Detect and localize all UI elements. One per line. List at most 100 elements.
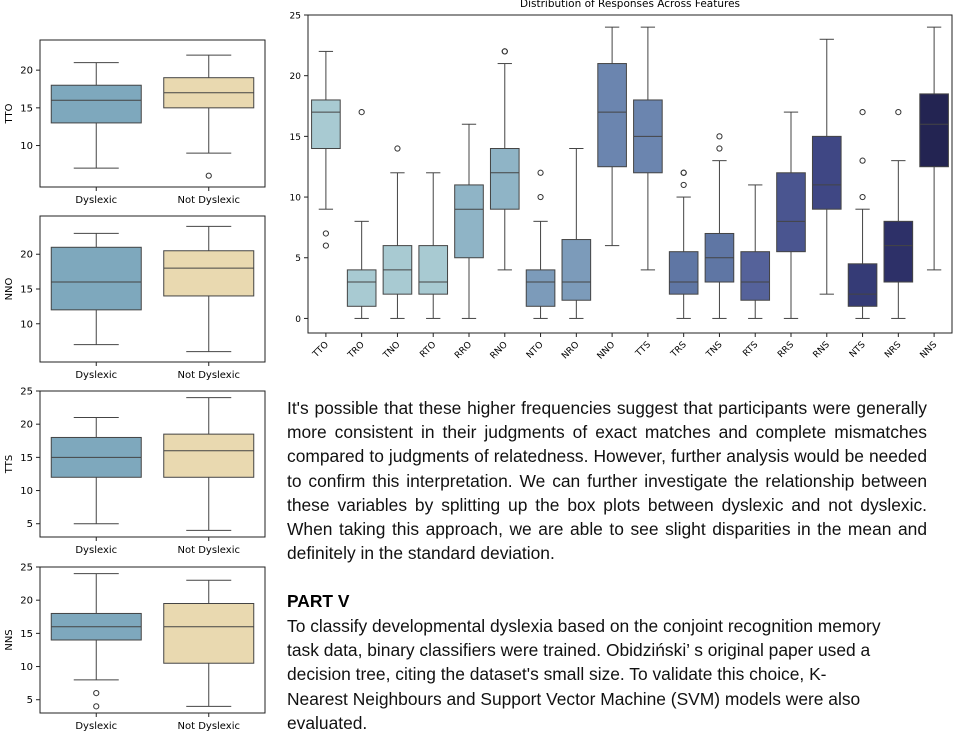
outlier-point: [322, 230, 329, 237]
box-rto: [418, 172, 449, 319]
x-tick-label: RTO: [418, 340, 438, 360]
x-tick-label: NNO: [596, 340, 618, 362]
x-tick-label: Dyslexic: [75, 545, 117, 556]
plot-frame: [39, 566, 266, 714]
chart-title: Distribution of Responses Across Feature…: [520, 0, 740, 10]
box-dyslexic: [50, 573, 142, 710]
box-iqr: [163, 603, 255, 664]
x-tick-label: Not Dyslexic: [178, 545, 240, 556]
section-heading: PART V: [287, 591, 350, 611]
box-iqr: [919, 93, 949, 168]
y-tick-label: 20: [20, 66, 33, 77]
box-rno: [489, 48, 520, 271]
outlier-point: [205, 172, 212, 179]
y-tick-label: 10: [20, 141, 33, 152]
y-tick-label: 25: [290, 12, 301, 22]
box-rns: [811, 38, 842, 295]
outlier-point: [322, 242, 329, 249]
outlier-point: [859, 157, 866, 164]
box-iqr: [668, 251, 699, 295]
y-tick-label: 5: [27, 519, 33, 530]
feature-chart: 0 5 10 15 20 25 Distribution of Responses Acro…: [290, 0, 953, 362]
outlier-point: [501, 48, 508, 55]
box-not-dyslexic: [163, 397, 255, 531]
box-iqr: [311, 99, 341, 150]
x-tick-label: TTS: [634, 340, 654, 360]
box-iqr: [740, 251, 771, 301]
x-tick-label: NRO: [560, 340, 581, 361]
box-nns: [919, 26, 949, 271]
small-box-plots: 10 15 20 TTO Dyslexic Not Dyslexic 10 15 20 NNO Dy…: [4, 39, 266, 732]
y-axis-label: NNO: [4, 277, 15, 300]
y-tick-label: 5: [27, 695, 33, 706]
box-not-dyslexic: [163, 579, 255, 707]
outlier-point: [93, 689, 100, 697]
y-tick-label: 25: [20, 563, 33, 574]
x-tick-label: Not Dyslexic: [178, 195, 240, 206]
box-tno: [382, 145, 413, 319]
y-tick-label: 20: [20, 250, 33, 261]
x-tick-label: TRS: [669, 340, 689, 360]
box-iqr: [50, 84, 142, 124]
box-tts: [633, 26, 663, 271]
box-iqr: [163, 433, 255, 478]
x-tick-label: RRS: [776, 340, 796, 360]
box-rrs: [776, 111, 806, 319]
x-tick-label: TNO: [381, 340, 402, 361]
box-trs: [668, 169, 699, 319]
box-iqr: [883, 220, 914, 283]
y-axis-label: NNS: [4, 629, 15, 650]
box-nno: [597, 26, 627, 247]
x-tick-label: TRO: [346, 340, 367, 361]
box-not-dyslexic: [163, 54, 255, 179]
outlier-point: [859, 193, 866, 201]
y-tick-label: 15: [20, 103, 33, 114]
outlier-point: [716, 145, 723, 152]
small-chart-3: 5 10 15 20 25 NNS Dyslexic Not Dyslexic: [4, 563, 266, 732]
paragraph-analysis: It's possible that these higher frequenc…: [287, 398, 927, 564]
box-nts: [847, 108, 878, 319]
y-tick-label: 15: [20, 285, 33, 296]
box-iqr: [489, 148, 520, 210]
plot-frame: [39, 39, 266, 188]
box-iqr: [50, 246, 142, 311]
box-nto: [525, 169, 556, 319]
box-iqr: [525, 269, 556, 307]
x-tick-label: Not Dyslexic: [178, 721, 240, 732]
box-iqr: [346, 269, 377, 307]
y-tick-label: 0: [295, 315, 301, 325]
x-tick-label: NRS: [883, 340, 903, 360]
outlier-point: [680, 181, 687, 189]
x-tick-label: TTO: [311, 340, 331, 360]
outlier-point: [680, 169, 687, 176]
x-tick-label: TNS: [704, 340, 725, 361]
plot-frame: [307, 14, 953, 334]
box-iqr: [847, 263, 878, 307]
x-tick-label: NTO: [525, 340, 546, 361]
y-tick-label: 10: [20, 486, 33, 497]
x-tick-label: RNS: [812, 340, 832, 360]
x-tick-label: Not Dyslexic: [178, 370, 240, 381]
box-dyslexic: [50, 232, 142, 346]
box-iqr: [776, 172, 806, 253]
outlier-point: [537, 169, 544, 176]
x-tick-label: NTS: [848, 340, 868, 360]
small-chart-1: 10 15 20 NNO Dyslexic Not Dyslexic: [4, 215, 266, 381]
y-axis-label: TTO: [4, 103, 15, 124]
outlier-point: [716, 133, 723, 140]
box-dyslexic: [50, 62, 142, 169]
x-tick-label: Dyslexic: [75, 370, 117, 381]
box-iqr: [561, 239, 592, 301]
outlier-point: [895, 108, 902, 116]
y-tick-label: 10: [20, 662, 33, 673]
main-box-plot: 0 5 10 15 20 25 Distribution of Responses Acro…: [290, 0, 953, 362]
y-tick-label: 10: [290, 194, 302, 204]
box-iqr: [163, 250, 255, 297]
y-tick-label: 15: [20, 629, 33, 640]
box-tns: [704, 133, 735, 319]
y-axis-label: TTS: [4, 455, 15, 474]
outlier-point: [537, 193, 544, 201]
box-iqr: [597, 63, 627, 168]
y-tick-label: 10: [20, 319, 33, 330]
outlier-point: [859, 108, 866, 116]
